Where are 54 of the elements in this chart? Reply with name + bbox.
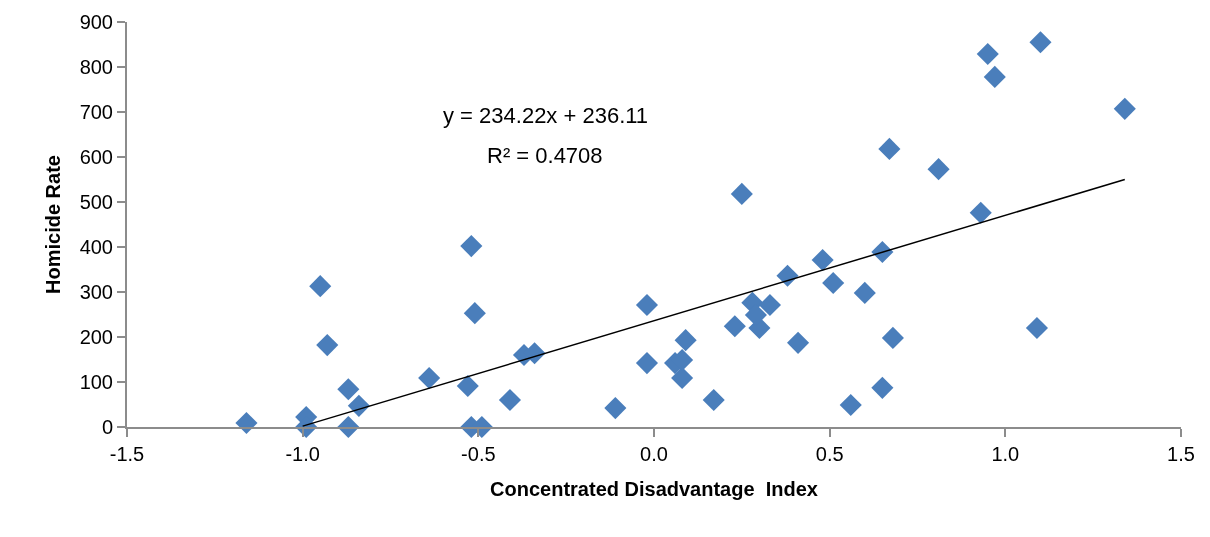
point [309,275,332,298]
x-tick-label: -1.5 [109,443,145,465]
y-tick-label: 500 [79,191,113,213]
point [853,281,876,304]
point [839,393,862,416]
y-tick-label: 100 [79,371,113,393]
point [969,201,992,224]
point [776,264,799,287]
y-tick-label: 700 [79,101,113,123]
point [604,397,627,420]
point [456,375,479,398]
point [702,388,725,412]
y-tick-label: 400 [79,236,113,258]
x-tick-label: 0.0 [640,443,668,465]
point [337,378,360,401]
point [418,366,441,389]
point [635,294,659,317]
point [671,366,694,389]
point [723,315,746,338]
x-tick-label: 1.5 [1167,443,1195,465]
point [927,158,950,181]
x-tick-label: -1.0 [285,443,320,465]
annotation: y = 234.22x + 236.11 [443,103,649,128]
point [758,294,781,317]
y-tick-label: 900 [79,11,113,33]
y-axis-title: Homicide Rate [41,155,64,294]
y-tick-label: 600 [79,146,113,168]
x-axis-title: Concentrated Disadvantage Index [490,478,818,500]
annotation: R² = 0.4708 [487,143,603,168]
y-tick-label: 0 [101,416,113,438]
point [463,302,486,325]
point [1025,316,1048,340]
point [871,376,894,399]
y-tick-label: 800 [79,56,113,78]
y-tick-label: 300 [79,281,113,303]
point [822,271,845,295]
point [811,249,834,272]
point [787,331,810,354]
point [983,65,1006,88]
x-tick-label: 1.0 [991,443,1020,465]
point [498,388,521,412]
y-tick-label: 200 [79,326,113,348]
point [1113,97,1136,120]
x-tick-label: 0.5 [815,443,844,465]
point [881,326,904,349]
point [976,42,999,65]
x-tick-label: -0.5 [461,443,496,465]
point [878,137,901,160]
point [460,235,483,258]
point [316,334,339,357]
point [635,352,659,375]
point [730,182,753,205]
point [1029,31,1052,54]
point [674,329,697,352]
